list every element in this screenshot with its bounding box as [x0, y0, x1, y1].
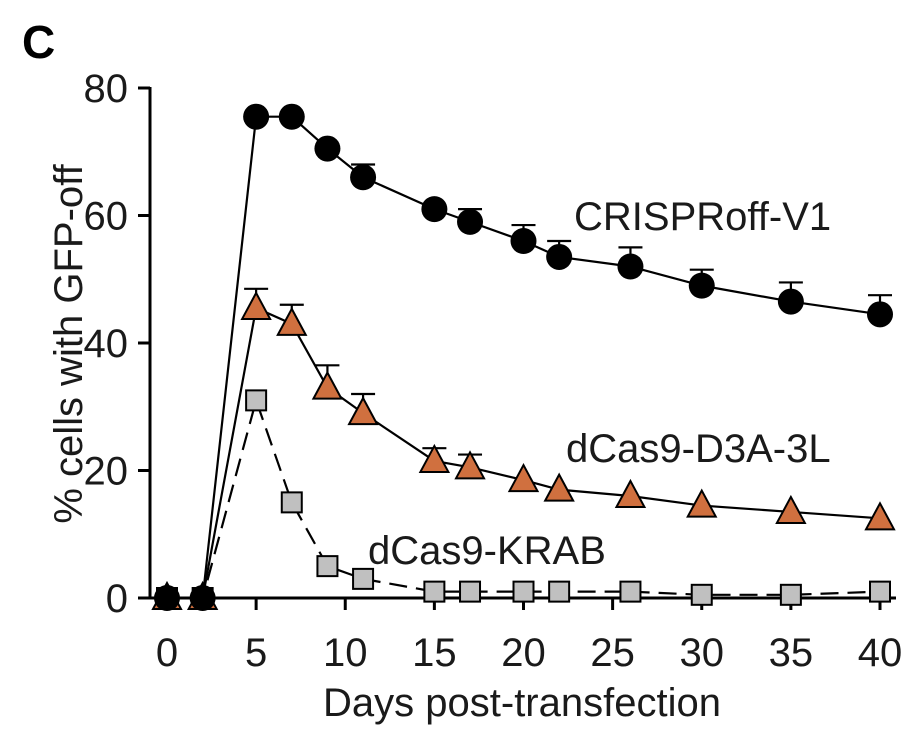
series-label-d3a: dCas9-D3A-3L [566, 427, 831, 471]
y-tick-label: 80 [84, 67, 129, 111]
y-axis-title: % cells with GFP-off [47, 163, 91, 523]
x-tick-label: 20 [501, 631, 546, 675]
data-point [423, 580, 446, 603]
y-tick-label: 20 [84, 450, 129, 494]
x-tick-label: 5 [245, 631, 267, 675]
data-point [314, 135, 341, 162]
data-point [311, 370, 344, 400]
data-point [347, 396, 379, 426]
data-point [614, 478, 647, 508]
data-point [619, 580, 642, 603]
data-point [507, 462, 540, 493]
series-square [156, 389, 891, 609]
y-tick-label: 40 [84, 322, 129, 366]
data-point [189, 585, 216, 611]
data-point [688, 272, 715, 299]
data-point [512, 580, 535, 603]
data-point [154, 585, 180, 611]
series-circle [154, 103, 893, 611]
series-label-crisproff: CRISPRoff-V1 [574, 195, 831, 239]
data-point [543, 472, 575, 502]
data-point [421, 196, 448, 223]
data-point [243, 103, 270, 130]
data-point [690, 583, 713, 606]
data-point [777, 288, 804, 315]
panel-letter: C [22, 16, 55, 68]
series-line [167, 396, 881, 600]
data-point [316, 555, 339, 578]
data-point [869, 580, 891, 603]
data-point [457, 208, 484, 235]
y-axis-ticks: 0 20 40 60 80 [84, 67, 150, 621]
x-tick-label: 30 [680, 631, 725, 675]
data-point [617, 253, 644, 280]
data-point [459, 580, 482, 603]
data-point [779, 583, 802, 606]
data-point [510, 228, 537, 254]
data-point [864, 501, 896, 531]
data-point [352, 567, 375, 590]
data-point [240, 290, 272, 320]
data-point [548, 580, 571, 603]
data-point [867, 301, 893, 328]
series-label-krab: dCas9-KRAB [368, 529, 606, 573]
data-point [278, 103, 305, 130]
data-point [775, 494, 807, 524]
data-point [686, 488, 718, 518]
data-point [280, 491, 303, 514]
data-point [546, 243, 573, 270]
x-tick-label: 15 [412, 631, 457, 675]
data-point [276, 306, 308, 336]
data-point [350, 164, 377, 191]
x-tick-label: 40 [858, 631, 903, 675]
x-axis-title: Days post-transfection [323, 681, 721, 725]
y-tick-label: 0 [106, 577, 128, 621]
x-tick-label: 0 [156, 631, 178, 675]
series-layer [151, 103, 896, 611]
x-tick-label: 25 [590, 631, 635, 675]
data-point [454, 450, 486, 480]
series-line [167, 115, 881, 600]
x-axis-ticks: 0 5 10 15 20 25 30 35 40 [156, 598, 902, 675]
y-tick-label: 60 [84, 195, 129, 239]
x-tick-label: 35 [769, 631, 814, 675]
data-point [418, 443, 451, 473]
data-point [245, 389, 268, 412]
x-tick-label: 10 [323, 631, 368, 675]
